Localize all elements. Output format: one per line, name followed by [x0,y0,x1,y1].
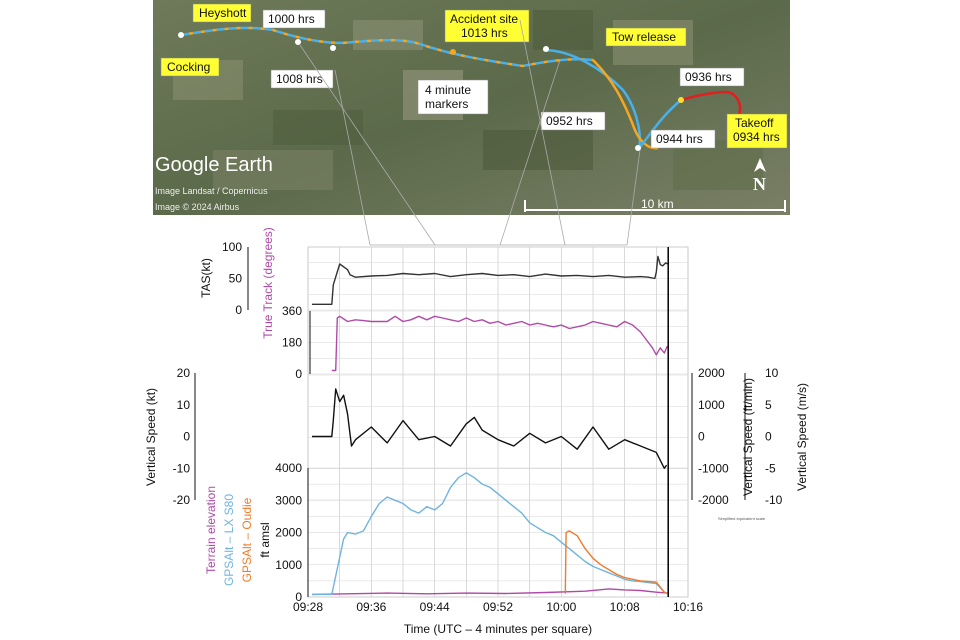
google-earth-watermark: Google Earth [155,154,273,176]
label-0944: 0944 hrs [656,132,703,146]
tick-alt: 4000 [275,461,302,475]
tick-vs-ms: 5 [765,398,772,412]
tick-vs-kt: 20 [177,366,191,380]
tick-alt: 3000 [275,493,302,507]
ylabel-vs-ms: Vertical Speed (m/s) [795,383,809,491]
series-alt-0 [311,588,668,596]
label-cocking: Cocking [167,60,210,74]
series-track-0 [331,315,669,372]
scale-bar: 10 km [524,197,786,212]
tick-vs-ms: -10 [765,493,783,507]
tick-track: 180 [282,336,302,350]
ylabel-vs-ftmin: Vertical Speed (ft/min) [741,378,755,496]
chart-grid [307,246,689,598]
scale-label: 10 km [641,197,674,211]
ylabel-oudie: GPSAlt – Oudie [240,497,254,582]
tick-tas: 100 [222,240,242,254]
label-box-accident [444,9,530,43]
label-box-0952 [540,111,606,131]
tick-x: 10:16 [673,600,703,614]
tick-x: 10:00 [546,600,576,614]
label-0936: 0936 hrs [685,70,732,84]
tick-track: 0 [295,367,302,381]
satellite-map: Heyshott Cocking 1000 hrs 1008 hrs Accid… [153,0,790,215]
tick-track: 360 [282,304,302,318]
tick-vs-ms: 0 [765,430,772,444]
ylabel-terrain: Terrain elevation [204,486,218,574]
ylabel-tas: TAS(kt) [199,258,213,298]
flight-track [180,26,742,151]
tick-vs-ms: 10 [765,366,779,380]
label-1008: 1008 hrs [276,72,323,86]
label-markers-2: markers [425,97,468,111]
chart-ticks: 0501000180360-20-1001020-2000-1000010002… [173,240,783,614]
tick-vs-ms: -5 [765,461,776,475]
ylabel-track: True Track (degrees) [261,227,275,339]
tick-vs-kt: 10 [177,398,191,412]
tick-vs-ftmin: 1000 [698,398,725,412]
label-box-takeoff [726,113,788,149]
tick-tas: 0 [235,303,242,317]
tick-alt: 1000 [275,558,302,572]
series-tas-0 [312,255,668,305]
tick-vs-ftmin: -2000 [698,493,729,507]
label-accident-1: Accident site [450,12,518,26]
label-box-1008 [270,69,334,89]
label-box-cocking [160,57,220,77]
series-vs-0 [312,388,668,469]
label-box-tow [605,27,687,47]
ylabel-ft: ft amsl [258,522,272,557]
label-0952: 0952 hrs [546,114,593,128]
tick-tas: 50 [229,272,243,286]
tick-vs-ftmin: 0 [698,430,705,444]
label-box-heyshott [192,3,252,23]
tick-vs-ftmin: -1000 [698,461,729,475]
chart-axes [194,247,746,597]
tick-x: 09:28 [293,600,323,614]
north-label: N [753,174,766,194]
label-tow: Tow release [612,30,676,44]
ylabel-lx: GPSAlt – LX S80 [222,494,236,586]
tick-vs-ftmin: 2000 [698,366,725,380]
tick-x: 09:52 [483,600,513,614]
map-svg: Heyshott Cocking 1000 hrs 1008 hrs Accid… [153,0,790,215]
label-accident-2: 1013 hrs [461,26,508,40]
tick-alt: 0 [295,590,302,604]
label-heyshott: Heyshott [199,6,247,20]
series-alt-2 [564,530,667,594]
map-labels: Heyshott Cocking 1000 hrs 1008 hrs Accid… [160,3,788,149]
label-takeoff-2: 0934 hrs [733,130,780,144]
label-markers-1: 4 minute [425,83,471,97]
credit-landsat: Image Landsat / Copernicus [155,186,268,196]
series-alt-1 [312,472,667,596]
ylabel-vs-kt: Vertical Speed (kt) [144,388,158,486]
label-box-markers [417,79,489,115]
map-connector-lines [299,19,641,246]
label-box-0944 [650,129,716,149]
credit-airbus: Image © 2024 Airbus [155,202,240,212]
track-markers [178,32,684,151]
chart-series [311,247,669,597]
label-1000: 1000 hrs [268,12,315,26]
tick-x: 09:36 [356,600,386,614]
tick-x: 10:08 [610,600,640,614]
scale-note: Simplified equivalent scale [718,516,766,521]
label-box-1000 [262,9,326,29]
north-arrow-icon: N [753,158,766,194]
xlabel: Time (UTC – 4 minutes per square) [404,622,592,636]
label-takeoff-1: Takeoff [735,116,774,130]
label-box-0936 [679,67,745,87]
tick-vs-kt: -20 [173,493,191,507]
tick-x: 09:44 [420,600,450,614]
tick-alt: 2000 [275,526,302,540]
tick-vs-kt: 0 [183,430,190,444]
tick-vs-kt: -10 [173,461,191,475]
